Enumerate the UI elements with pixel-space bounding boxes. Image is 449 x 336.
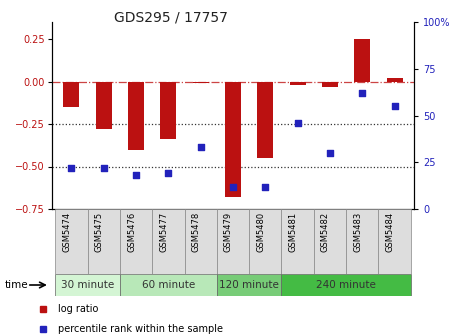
Text: GSM5474: GSM5474 (62, 212, 71, 252)
Bar (193, 82, 209, 83)
Bar (249, 209, 282, 274)
Bar (387, 78, 403, 82)
Bar (55, 274, 120, 296)
Point (68, 165, 75, 171)
Bar (282, 209, 314, 274)
Text: GSM5483: GSM5483 (353, 212, 362, 252)
Text: 30 minute: 30 minute (61, 280, 114, 290)
Bar (282, 274, 411, 296)
Bar (217, 274, 282, 296)
Text: GSM5477: GSM5477 (159, 212, 168, 252)
Text: 240 minute: 240 minute (316, 280, 376, 290)
Text: GDS295 / 17757: GDS295 / 17757 (114, 10, 228, 24)
Bar (322, 82, 338, 87)
Bar (379, 209, 411, 274)
Text: 120 minute: 120 minute (219, 280, 279, 290)
Bar (290, 82, 306, 85)
Bar (185, 209, 217, 274)
Text: GSM5481: GSM5481 (289, 212, 298, 252)
Bar (314, 209, 346, 274)
Text: 60 minute: 60 minute (142, 280, 195, 290)
Bar (257, 82, 273, 158)
Text: GSM5484: GSM5484 (386, 212, 395, 252)
Bar (354, 39, 370, 82)
Text: GSM5482: GSM5482 (321, 212, 330, 252)
Bar (120, 274, 217, 296)
Text: GSM5478: GSM5478 (192, 212, 201, 252)
Point (100, 165, 107, 171)
Text: percentile rank within the sample: percentile rank within the sample (58, 324, 223, 334)
Bar (88, 209, 120, 274)
Text: log ratio: log ratio (58, 304, 99, 314)
Point (197, 144, 204, 150)
Bar (120, 209, 152, 274)
Bar (160, 82, 176, 139)
Bar (346, 209, 379, 274)
Bar (128, 82, 144, 150)
Point (359, 90, 366, 96)
Text: GSM5479: GSM5479 (224, 212, 233, 252)
Point (326, 150, 334, 156)
Point (132, 173, 140, 178)
Text: GSM5475: GSM5475 (95, 212, 104, 252)
Bar (55, 209, 88, 274)
Point (165, 171, 172, 176)
Point (229, 184, 237, 189)
Text: GSM5476: GSM5476 (127, 212, 136, 252)
Text: time: time (4, 280, 28, 290)
Bar (96, 82, 112, 129)
Text: GSM5480: GSM5480 (256, 212, 265, 252)
Point (262, 184, 269, 189)
Point (391, 103, 398, 109)
Bar (152, 209, 185, 274)
Bar (225, 82, 241, 197)
Bar (217, 209, 249, 274)
Point (294, 120, 301, 126)
Bar (63, 82, 79, 107)
